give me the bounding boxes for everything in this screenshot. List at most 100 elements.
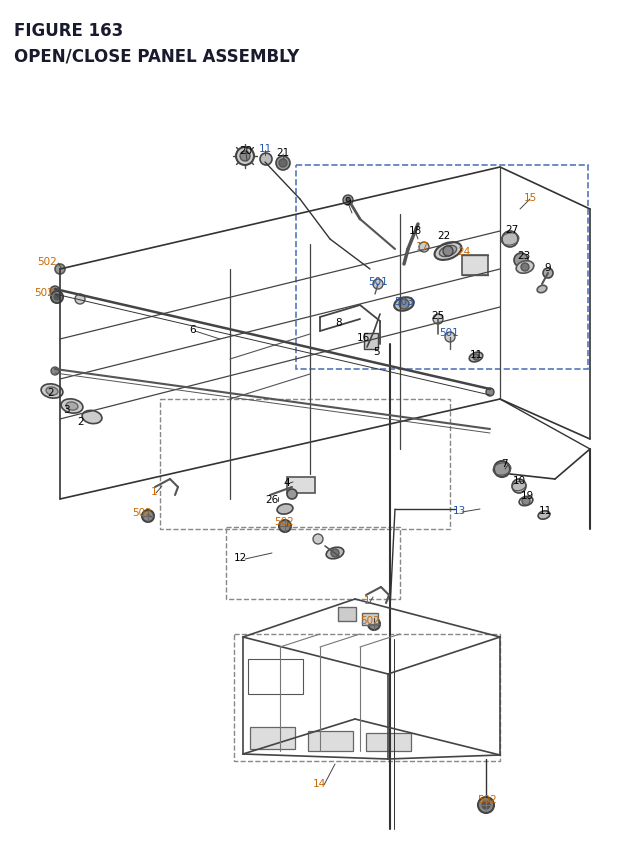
Circle shape	[521, 263, 529, 272]
Bar	[462, 256, 488, 276]
Circle shape	[419, 243, 429, 253]
Circle shape	[279, 520, 291, 532]
Text: 6: 6	[189, 325, 196, 335]
Circle shape	[399, 300, 409, 310]
Ellipse shape	[519, 497, 533, 506]
Circle shape	[522, 498, 530, 505]
Bar	[366, 734, 411, 751]
Text: 14: 14	[312, 778, 326, 788]
Bar	[226, 528, 400, 599]
Text: 502: 502	[34, 288, 54, 298]
Text: 1: 1	[364, 595, 371, 605]
Text: 501: 501	[439, 328, 459, 338]
Circle shape	[51, 368, 59, 375]
Text: 18: 18	[408, 226, 422, 236]
Circle shape	[54, 294, 60, 300]
Text: 502: 502	[274, 517, 294, 526]
Text: 10: 10	[513, 475, 525, 486]
Text: 15: 15	[524, 193, 536, 202]
Text: 502: 502	[37, 257, 57, 267]
Text: 24: 24	[458, 247, 470, 257]
Circle shape	[514, 254, 528, 268]
Text: 9: 9	[345, 197, 351, 207]
Ellipse shape	[61, 400, 83, 413]
Text: 25: 25	[431, 311, 445, 320]
Circle shape	[313, 535, 323, 544]
Text: 20: 20	[239, 146, 253, 156]
Circle shape	[373, 280, 383, 289]
Bar	[250, 728, 295, 749]
Bar	[338, 607, 356, 622]
Text: 502: 502	[132, 507, 152, 517]
Text: 11: 11	[538, 505, 552, 516]
Text: 26: 26	[266, 494, 278, 505]
Circle shape	[433, 314, 443, 325]
Text: FIGURE 163: FIGURE 163	[14, 22, 124, 40]
Circle shape	[142, 511, 154, 523]
Circle shape	[75, 294, 85, 305]
Circle shape	[331, 549, 339, 557]
Text: 19: 19	[520, 491, 534, 500]
Ellipse shape	[41, 384, 63, 399]
Circle shape	[279, 160, 287, 168]
Ellipse shape	[435, 243, 461, 261]
Text: OPEN/CLOSE PANEL ASSEMBLY: OPEN/CLOSE PANEL ASSEMBLY	[14, 47, 300, 65]
Text: 502: 502	[477, 794, 497, 804]
Ellipse shape	[66, 402, 78, 411]
Circle shape	[473, 355, 479, 361]
Circle shape	[260, 154, 272, 166]
Ellipse shape	[394, 298, 414, 312]
Text: 1: 1	[150, 486, 157, 497]
Circle shape	[51, 292, 63, 304]
Text: 27: 27	[506, 225, 518, 235]
Circle shape	[482, 801, 490, 809]
Text: 4: 4	[284, 478, 291, 487]
Text: 2: 2	[48, 387, 54, 398]
Bar	[234, 635, 500, 761]
Text: 22: 22	[437, 231, 451, 241]
Text: 503: 503	[394, 297, 414, 307]
Bar	[364, 333, 378, 350]
Circle shape	[543, 269, 553, 279]
Text: 3: 3	[63, 405, 69, 414]
Ellipse shape	[440, 246, 456, 257]
Text: 11: 11	[259, 144, 271, 154]
Text: 13: 13	[452, 505, 466, 516]
Ellipse shape	[516, 262, 534, 274]
Circle shape	[50, 287, 60, 297]
Bar	[296, 166, 588, 369]
Ellipse shape	[326, 548, 344, 559]
Circle shape	[343, 195, 353, 206]
Text: 21: 21	[276, 148, 290, 158]
Text: 12: 12	[234, 553, 246, 562]
Text: 502: 502	[360, 616, 380, 625]
Circle shape	[502, 232, 518, 248]
Circle shape	[368, 618, 380, 630]
Circle shape	[494, 461, 510, 478]
Text: 501: 501	[368, 276, 388, 287]
Bar	[160, 400, 450, 530]
Bar	[248, 660, 303, 694]
Text: 7: 7	[500, 458, 508, 468]
Ellipse shape	[46, 387, 58, 395]
Text: 23: 23	[517, 251, 531, 261]
Circle shape	[478, 797, 494, 813]
Text: 2: 2	[77, 417, 84, 426]
Circle shape	[445, 332, 455, 343]
Ellipse shape	[469, 353, 483, 362]
Circle shape	[236, 148, 254, 166]
Ellipse shape	[82, 411, 102, 424]
Circle shape	[55, 264, 65, 275]
Ellipse shape	[538, 511, 550, 519]
Circle shape	[486, 388, 494, 397]
Text: 9: 9	[545, 263, 551, 273]
Circle shape	[287, 489, 297, 499]
Text: 8: 8	[336, 318, 342, 328]
Circle shape	[512, 480, 526, 493]
Text: 16: 16	[356, 332, 370, 343]
Ellipse shape	[537, 286, 547, 294]
Circle shape	[443, 247, 453, 257]
Text: 11: 11	[469, 350, 483, 360]
Bar	[287, 478, 315, 493]
Text: 5: 5	[372, 347, 380, 356]
